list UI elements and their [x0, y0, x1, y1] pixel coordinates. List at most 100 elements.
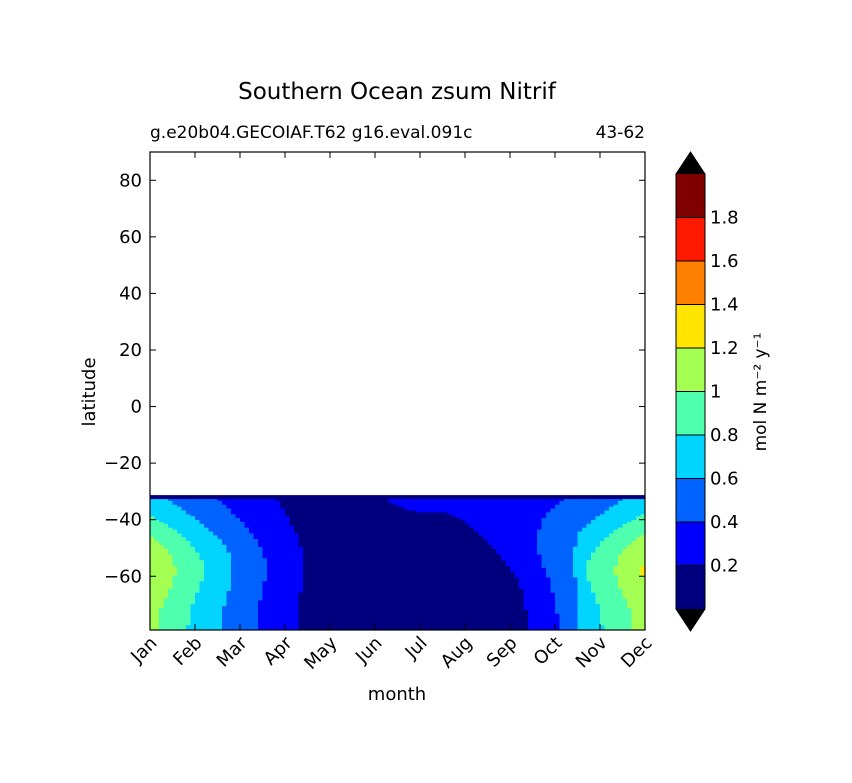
contour-cell — [294, 541, 300, 544]
contour-cell — [330, 611, 336, 615]
contour-cell — [447, 533, 453, 536]
contour-cell — [325, 541, 331, 544]
contour-cell — [177, 550, 183, 554]
contour-cell — [177, 541, 183, 544]
contour-cell — [325, 617, 331, 621]
contour-cell — [298, 621, 304, 624]
contour-cell — [321, 600, 327, 603]
contour-cell — [420, 623, 426, 626]
contour-cell — [195, 512, 201, 515]
contour-cell — [181, 585, 187, 588]
contour-cell — [433, 523, 439, 527]
contour-cell — [276, 590, 282, 594]
contour-cell — [213, 588, 219, 592]
contour-cell — [285, 611, 291, 615]
contour-cell — [379, 539, 385, 542]
contour-cell — [465, 583, 471, 586]
contour-cell — [280, 585, 286, 588]
contour-cell — [402, 560, 408, 563]
contour-cell — [316, 533, 322, 536]
contour-cell — [190, 544, 196, 548]
contour-cell — [375, 512, 381, 515]
contour-cell — [177, 564, 183, 567]
contour-cell — [154, 625, 160, 628]
contour-cell — [415, 554, 421, 557]
contour-cell — [433, 531, 439, 535]
contour-cell — [204, 541, 210, 544]
contour-cell — [289, 577, 295, 580]
contour-cell — [249, 590, 255, 594]
contour-cell — [388, 588, 394, 592]
contour-cell — [289, 621, 295, 624]
contour-cell — [222, 525, 228, 529]
contour-cell — [159, 627, 165, 630]
contour-cell — [267, 625, 273, 628]
contour-cell — [397, 619, 403, 623]
contour-cell — [442, 567, 448, 571]
contour-cell — [348, 506, 354, 510]
contour-cell — [370, 510, 376, 513]
contour-cell — [253, 535, 259, 538]
contour-cell — [195, 529, 201, 533]
contour-cell — [447, 508, 453, 512]
contour-cell — [150, 588, 156, 592]
contour-cell — [438, 611, 444, 615]
contour-cell — [298, 596, 304, 600]
contour-cell — [298, 542, 304, 546]
contour-cell — [222, 588, 228, 592]
contour-cell — [321, 565, 327, 569]
contour-cell — [438, 617, 444, 621]
contour-cell — [411, 608, 417, 611]
contour-cell — [249, 506, 255, 510]
contour-cell — [465, 609, 471, 613]
contour-cell — [312, 613, 318, 617]
contour-cell — [172, 585, 178, 588]
contour-cell — [438, 590, 444, 594]
contour-cell — [465, 539, 471, 542]
contour-cell — [393, 592, 399, 596]
contour-cell — [316, 567, 322, 571]
contour-cell — [280, 554, 286, 557]
contour-cell — [303, 604, 309, 607]
contour-cell — [316, 525, 322, 529]
contour-cell — [312, 535, 318, 538]
contour-cell — [411, 558, 417, 561]
contour-cell — [375, 529, 381, 533]
contour-cell — [465, 617, 471, 621]
contour-cell — [397, 565, 403, 569]
contour-cell — [330, 613, 336, 617]
contour-cell — [190, 521, 196, 525]
contour-cell — [334, 552, 340, 556]
contour-cell — [240, 552, 246, 556]
contour-cell — [429, 590, 435, 594]
contour-cell — [312, 498, 318, 502]
contour-cell — [465, 598, 471, 601]
contour-cell — [258, 579, 264, 582]
contour-cell — [415, 575, 421, 579]
contour-cell — [429, 592, 435, 596]
contour-cell — [384, 554, 390, 557]
contour-cell — [181, 619, 187, 623]
contour-cell — [438, 569, 444, 573]
contour-cell — [465, 523, 471, 527]
contour-cell — [438, 520, 444, 523]
contour-cell — [460, 596, 466, 600]
contour-cell — [298, 544, 304, 548]
contour-cell — [177, 573, 183, 577]
contour-cell — [172, 548, 178, 552]
contour-cell — [235, 585, 241, 588]
contour-cell — [442, 527, 448, 531]
contour-cell — [168, 627, 174, 630]
contour-cell — [244, 535, 250, 538]
contour-cell — [172, 600, 178, 603]
contour-cell — [420, 556, 426, 559]
contour-cell — [244, 608, 250, 611]
contour-cell — [393, 523, 399, 527]
contour-cell — [442, 579, 448, 582]
contour-cell — [375, 542, 381, 546]
contour-cell — [244, 590, 250, 594]
contour-cell — [307, 621, 313, 624]
contour-cell — [343, 583, 349, 586]
contour-cell — [447, 531, 453, 535]
contour-cell — [339, 546, 345, 550]
